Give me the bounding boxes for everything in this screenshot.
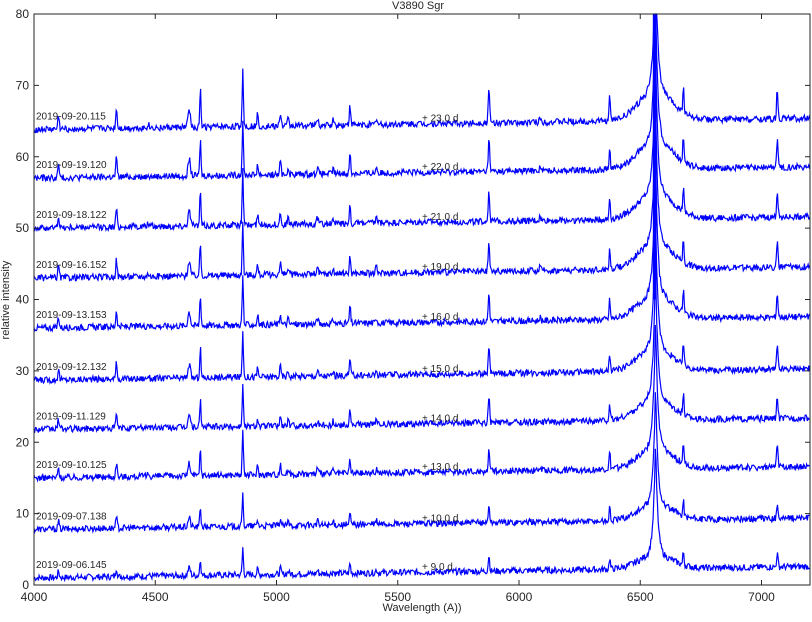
chart-title: V3890 Sgr (392, 0, 444, 12)
series-date-label: 2019-09-18.122 (36, 210, 107, 221)
x-axis-label: Wavelength (A)) (382, 602, 461, 614)
series-phase-label: + 10.0 d (422, 513, 458, 524)
y-tick-label: 10 (16, 507, 30, 521)
x-tick-label: 7000 (748, 590, 775, 604)
spectrum-line (33, 448, 810, 583)
x-tick-label: 4500 (142, 590, 169, 604)
series-phase-label: + 9.0 d (422, 562, 453, 573)
x-tick-label: 6000 (506, 590, 533, 604)
spectrum-line (33, 13, 811, 183)
spectrum-line (33, 168, 811, 333)
series-date-label: 2019-09-06.145 (36, 560, 107, 571)
spectrum-line (33, 272, 810, 434)
series-phase-label: + 23.0 d (422, 114, 458, 125)
y-tick-label: 80 (16, 7, 30, 21)
spectrum-line (33, 224, 811, 386)
series-phase-label: + 16.0 d (422, 312, 458, 323)
y-axis: 0 10 20 30 40 50 60 70 80 (16, 7, 810, 592)
series-phase-label: + 14.0 d (422, 413, 458, 424)
spectra-group (33, 13, 811, 583)
series-phase-label: + 21.0 d (422, 212, 458, 223)
x-tick-label: 6500 (627, 590, 654, 604)
series-phase-label: + 22.0 d (422, 162, 458, 173)
spectrum-line (33, 392, 810, 535)
x-tick-label: 5000 (263, 590, 290, 604)
series-date-label: 2019-09-12.132 (36, 362, 107, 373)
series-phase-label: + 19.0 d (422, 262, 458, 273)
x-axis: 4000 4500 5000 5500 6000 6500 7000 (21, 14, 775, 604)
series-date-label: 2019-09-13.153 (36, 310, 107, 321)
series-phase-label: + 15.0 d (422, 364, 458, 375)
spectrum-line (33, 59, 811, 233)
y-tick-label: 40 (16, 293, 30, 307)
spectrum-line (33, 114, 811, 282)
series-date-label: 2019-09-19.120 (36, 160, 107, 171)
series-date-label: 2019-09-10.125 (36, 460, 107, 471)
y-tick-label: 60 (16, 150, 30, 164)
series-labels: 2019-09-06.145 + 9.0 d 2019-09-07.138 + 10.… (36, 112, 458, 573)
y-tick-label: 50 (16, 221, 30, 235)
series-date-label: 2019-09-07.138 (36, 511, 107, 522)
y-tick-label: 70 (16, 78, 30, 92)
series-date-label: 2019-09-11.129 (36, 411, 106, 422)
series-phase-label: + 13.0 d (422, 462, 458, 473)
y-axis-label: relative intensity (0, 260, 12, 339)
x-tick-label: 5500 (384, 590, 411, 604)
y-tick-label: 30 (16, 364, 30, 378)
plot-frame (33, 13, 811, 586)
y-tick-label: 20 (16, 435, 30, 449)
series-date-label: 2019-09-20.115 (36, 112, 106, 123)
series-date-label: 2019-09-16.152 (36, 260, 107, 271)
spectrum-line (33, 13, 811, 134)
x-tick-label: 4000 (21, 590, 48, 604)
y-tick-label: 0 (22, 578, 29, 592)
spectrum-line (33, 324, 810, 483)
